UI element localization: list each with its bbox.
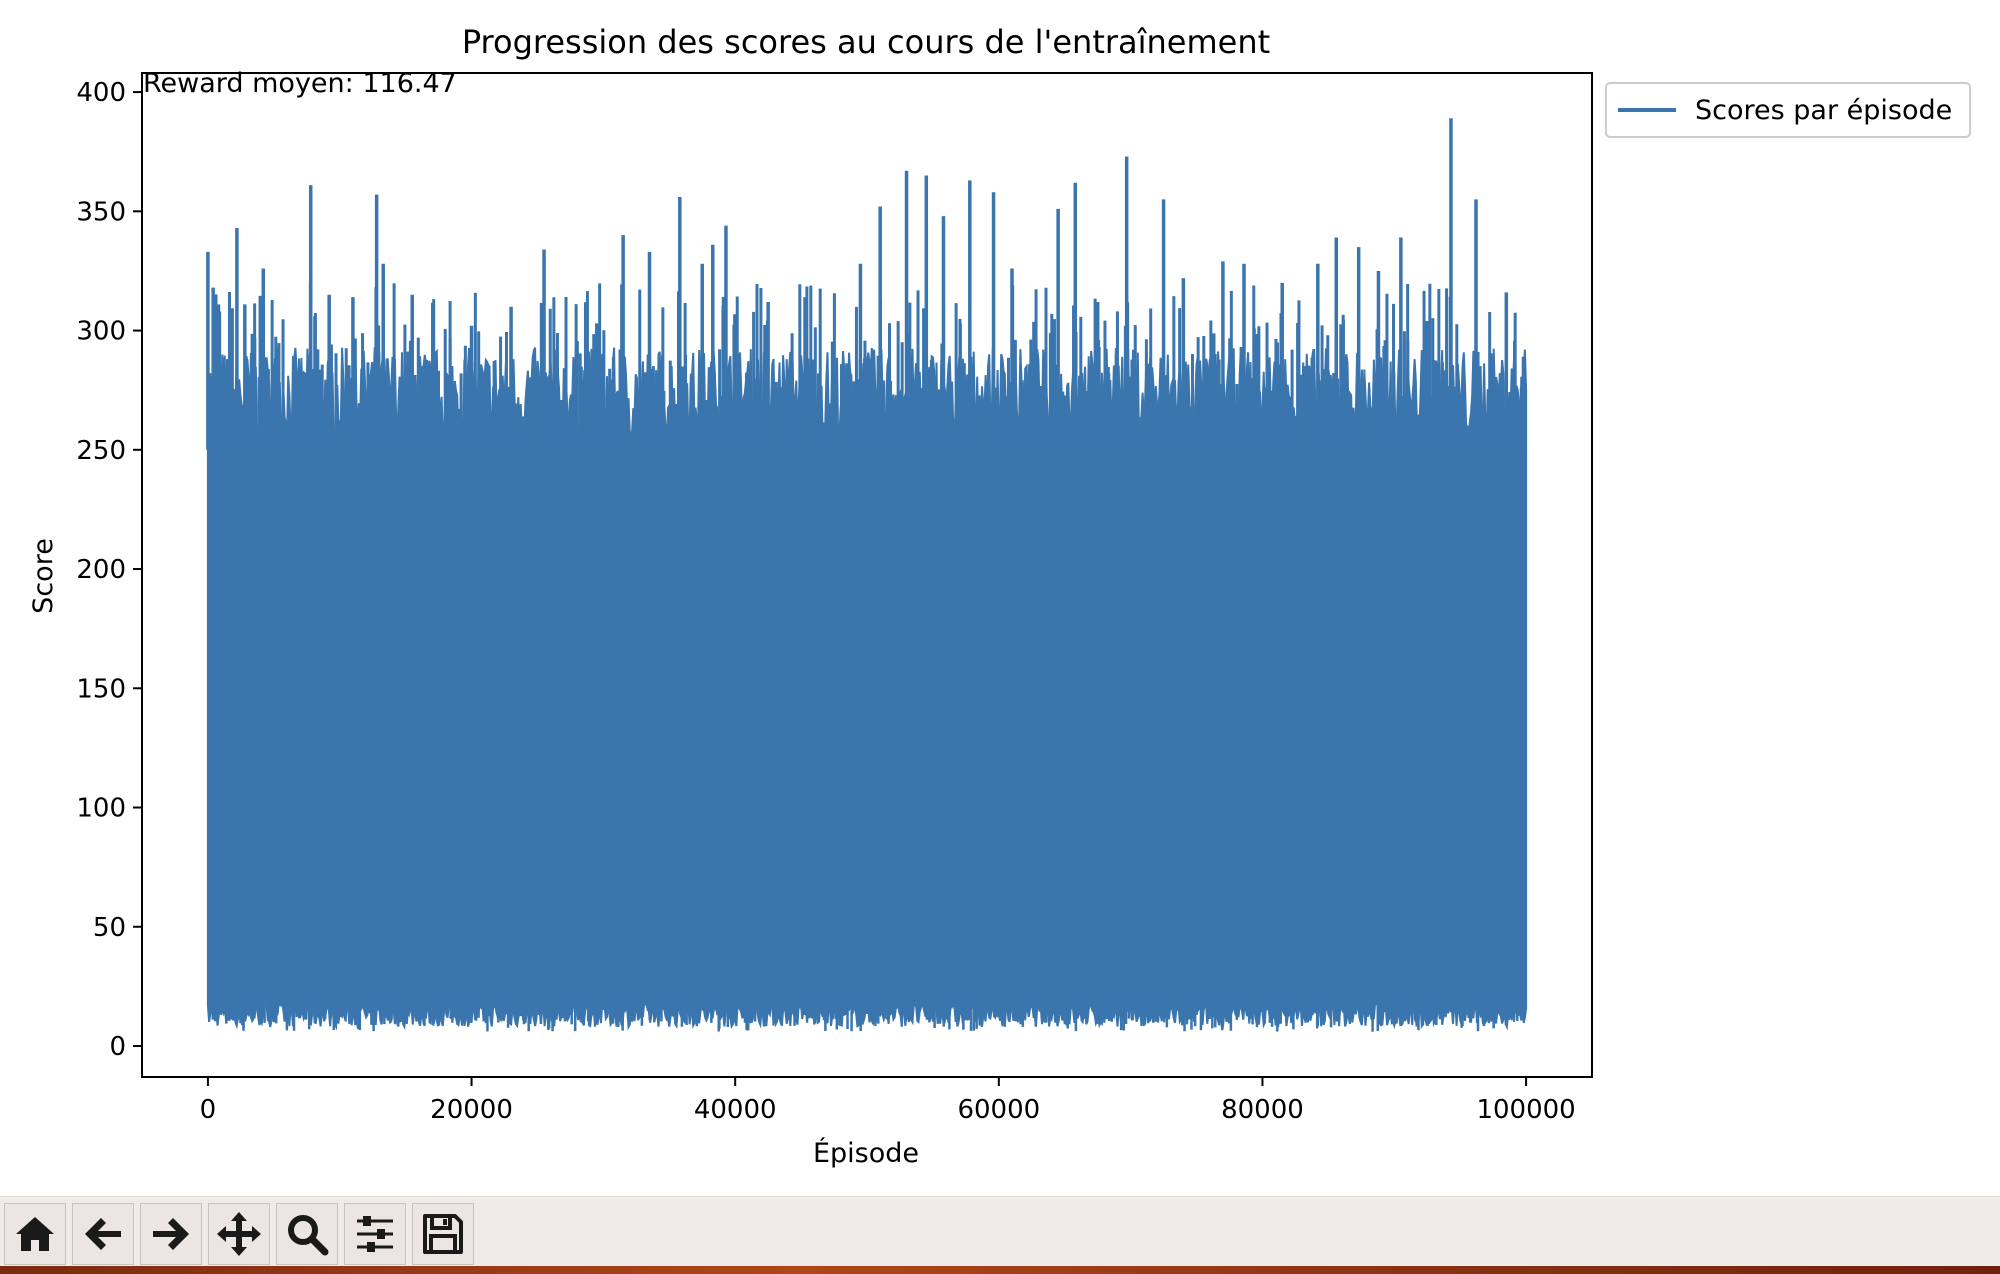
y-tick-label: 0 bbox=[109, 1032, 126, 1062]
axes-frame bbox=[141, 72, 1593, 1078]
y-tick-label: 150 bbox=[76, 674, 126, 704]
back-button[interactable] bbox=[72, 1203, 134, 1265]
figure-canvas: Progression des scores au cours de l'ent… bbox=[28, 23, 1971, 1169]
arrow-right-icon bbox=[153, 1218, 189, 1250]
x-tick-label: 0 bbox=[200, 1095, 217, 1125]
magnifier-icon bbox=[288, 1215, 329, 1256]
sliders-icon bbox=[357, 1216, 393, 1252]
mean-reward-annotation: Reward moyen: 116.47 bbox=[143, 68, 457, 99]
y-tick-label: 250 bbox=[76, 436, 126, 466]
x-tick-label: 100000 bbox=[1476, 1095, 1575, 1125]
x-tick-label: 80000 bbox=[1221, 1095, 1304, 1125]
y-tick-label: 100 bbox=[76, 794, 126, 824]
x-tick-label: 60000 bbox=[957, 1095, 1040, 1125]
configure-subplots-button[interactable] bbox=[344, 1203, 406, 1265]
chart-title: Progression des scores au cours de l'ent… bbox=[462, 23, 1270, 61]
x-tick-label: 40000 bbox=[694, 1095, 777, 1125]
legend-entry-label: Scores par épisode bbox=[1695, 95, 1952, 126]
move-icon bbox=[217, 1212, 261, 1256]
y-axis-label: Score bbox=[28, 538, 59, 614]
y-tick-label: 200 bbox=[76, 555, 126, 585]
y-tick-label: 350 bbox=[76, 197, 126, 227]
series-band bbox=[206, 347, 1528, 1031]
y-tick-label: 400 bbox=[76, 78, 126, 108]
legend: Scores par épisode bbox=[1605, 82, 1971, 138]
chart: Progression des scores au cours de l'ent… bbox=[28, 23, 1971, 1169]
plot-area bbox=[206, 118, 1528, 1032]
home-icon bbox=[16, 1217, 54, 1251]
pan-button[interactable] bbox=[208, 1203, 270, 1265]
window-bottom-edge bbox=[0, 1266, 2000, 1274]
y-tick-label: 50 bbox=[93, 913, 126, 943]
zoom-button[interactable] bbox=[276, 1203, 338, 1265]
home-button[interactable] bbox=[4, 1203, 66, 1265]
x-axis-label: Épisode bbox=[813, 1137, 919, 1169]
save-button[interactable] bbox=[412, 1203, 474, 1265]
y-tick-label: 300 bbox=[76, 317, 126, 347]
x-tick-label: 20000 bbox=[430, 1095, 513, 1125]
arrow-left-icon bbox=[85, 1218, 121, 1250]
legend-box bbox=[1605, 82, 1971, 138]
floppy-disk-icon bbox=[423, 1214, 463, 1254]
navigation-toolbar bbox=[0, 1196, 2000, 1267]
y-axis: 0 50 100 150 200 250 300 350 400 bbox=[76, 78, 142, 1062]
x-axis: 0 20000 40000 60000 80000 100000 bbox=[200, 1077, 1576, 1125]
forward-button[interactable] bbox=[140, 1203, 202, 1265]
